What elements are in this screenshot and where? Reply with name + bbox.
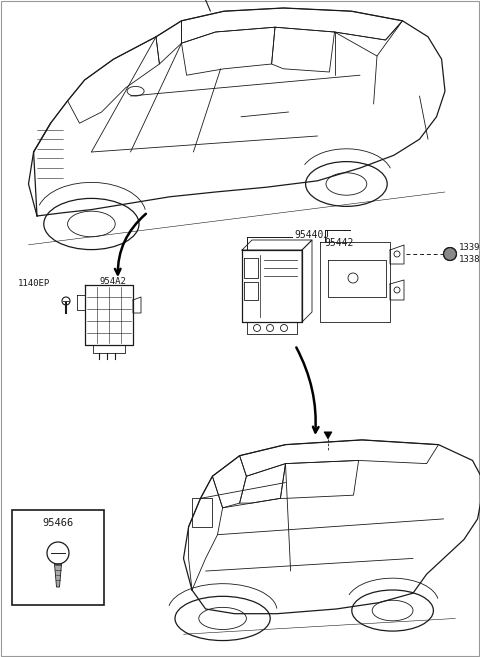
Text: 1339CC: 1339CC xyxy=(459,242,480,252)
Text: 1338AC: 1338AC xyxy=(459,256,480,265)
Text: 1140EP: 1140EP xyxy=(18,279,50,288)
Text: 95440J: 95440J xyxy=(294,230,329,240)
Circle shape xyxy=(444,248,456,260)
Text: 95466: 95466 xyxy=(42,518,73,528)
Polygon shape xyxy=(324,432,332,439)
Text: 954A2: 954A2 xyxy=(100,277,127,286)
Text: 95442: 95442 xyxy=(324,238,353,248)
Polygon shape xyxy=(55,564,61,587)
